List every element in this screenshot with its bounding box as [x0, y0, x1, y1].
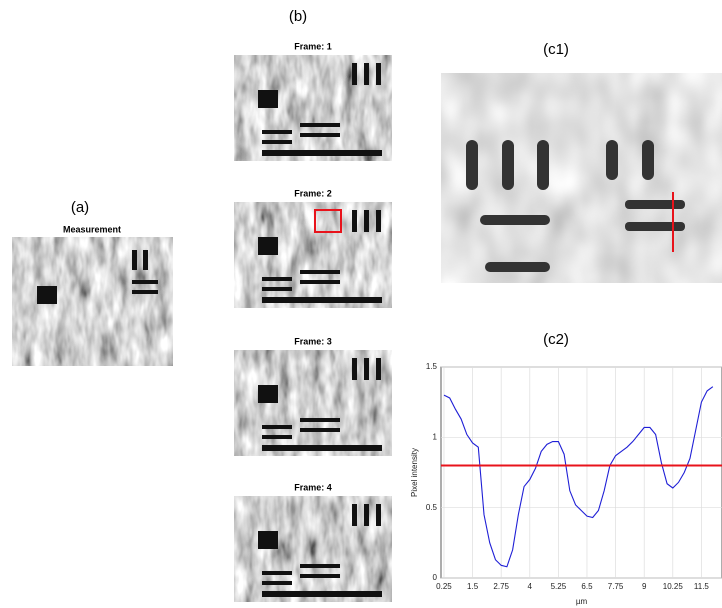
pattern [262, 445, 382, 451]
plot-area [441, 367, 722, 578]
pattern [300, 418, 340, 422]
panel-label: (b) [289, 8, 307, 25]
pattern [300, 280, 340, 284]
pattern [258, 385, 278, 403]
y-tick-label: 1.5 [426, 362, 438, 371]
image [12, 237, 173, 366]
y-tick-label: 0.5 [426, 503, 438, 512]
y-axis-label: Pixel intensity [410, 448, 419, 497]
pattern [262, 591, 382, 597]
pattern [352, 504, 357, 526]
pattern [376, 358, 381, 380]
pattern [300, 123, 340, 127]
pattern [352, 63, 357, 85]
panel-label: (c2) [543, 331, 569, 348]
pattern [262, 277, 292, 281]
pattern [262, 571, 292, 575]
image-title: Measurement [63, 224, 121, 234]
x-tick-label: 1.5 [467, 582, 479, 591]
pattern [300, 428, 340, 432]
y-tick-label: 1 [433, 432, 438, 441]
image-title: Frame: 3 [294, 336, 332, 346]
pattern [364, 358, 369, 380]
pattern [262, 581, 292, 585]
x-axis-label: µm [576, 597, 588, 606]
x-tick-label: 10.25 [663, 582, 684, 591]
pattern [300, 574, 340, 578]
figure: (a) Measurement (b) Frame: 1 Frame: 2 Fram… [0, 0, 722, 608]
pattern [300, 564, 340, 568]
pattern [258, 531, 278, 549]
pattern [376, 504, 381, 526]
pattern [364, 210, 369, 232]
x-tick-label: 4 [528, 582, 533, 591]
panel-label: (a) [71, 199, 89, 216]
pattern [262, 435, 292, 439]
x-tick-label: 0.25 [436, 582, 452, 591]
pattern [352, 358, 357, 380]
x-tick-label: 6.5 [581, 582, 593, 591]
pattern [352, 210, 357, 232]
pattern [300, 270, 340, 274]
y-tick-label: 0 [433, 573, 438, 582]
x-tick-label: 9 [642, 582, 647, 591]
image-title: Frame: 4 [294, 482, 332, 492]
x-tick-label: 2.75 [493, 582, 509, 591]
image-title: Frame: 1 [294, 41, 332, 51]
image-title: Frame: 2 [294, 188, 332, 198]
pattern [262, 140, 292, 144]
x-tick-label: 11.5 [694, 582, 710, 591]
pattern [262, 150, 382, 156]
pattern [262, 287, 292, 291]
pattern [258, 90, 278, 108]
pattern [258, 237, 278, 255]
pattern [364, 63, 369, 85]
pattern [376, 210, 381, 232]
x-tick-label: 5.25 [551, 582, 567, 591]
pattern [300, 133, 340, 137]
x-tick-label: 7.75 [608, 582, 624, 591]
pattern [262, 425, 292, 429]
pattern [376, 63, 381, 85]
image [441, 73, 722, 283]
panel-label: (c1) [543, 41, 569, 58]
pattern [364, 504, 369, 526]
pattern [262, 297, 382, 303]
pattern [262, 130, 292, 134]
